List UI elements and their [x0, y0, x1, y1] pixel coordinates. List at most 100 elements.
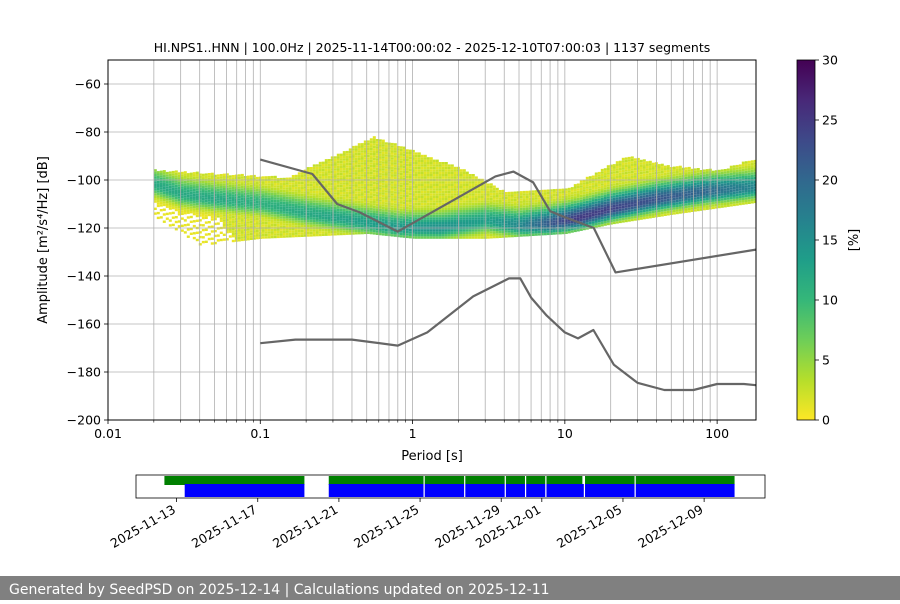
- heatmap-cell: [540, 199, 544, 202]
- heatmap-cell: [303, 169, 307, 172]
- heatmap-cell: [198, 211, 202, 215]
- heatmap-cell: [714, 206, 718, 209]
- heatmap-cell: [444, 200, 448, 203]
- heatmap-cell: [336, 192, 340, 195]
- heatmap-cell: [189, 199, 193, 202]
- heatmap-cell: [594, 191, 598, 195]
- heatmap-cell: [549, 189, 553, 192]
- heatmap-cell: [273, 226, 277, 229]
- heatmap-cell: [558, 198, 562, 201]
- heatmap-cell: [285, 204, 289, 207]
- heatmap-cell: [606, 182, 610, 185]
- heatmap-cell: [363, 142, 367, 146]
- heatmap-cell: [153, 174, 157, 177]
- heatmap-cell: [378, 216, 382, 219]
- heatmap-cell: [183, 173, 187, 176]
- heatmap-cell: [438, 202, 442, 206]
- heatmap-cell: [372, 227, 376, 230]
- heatmap-cell: [540, 233, 544, 236]
- heatmap-cell: [366, 147, 370, 150]
- heatmap-cell: [582, 218, 586, 221]
- heatmap-cell: [735, 186, 739, 189]
- heatmap-cell: [531, 200, 535, 203]
- heatmap-cell: [411, 169, 415, 172]
- heatmap-cell: [318, 185, 322, 189]
- heatmap-cell: [375, 215, 379, 219]
- heatmap-cell: [222, 212, 226, 215]
- heatmap-cell: [735, 191, 739, 194]
- heatmap-cell: [567, 199, 571, 203]
- heatmap-cell: [480, 202, 484, 206]
- heatmap-cell: [438, 224, 442, 227]
- heatmap-cell: [570, 230, 574, 233]
- heatmap-cell: [402, 233, 406, 236]
- heatmap-cell: [663, 172, 667, 176]
- heatmap-cell: [612, 166, 616, 169]
- heatmap-cell: [357, 186, 361, 189]
- heatmap-cell: [405, 228, 409, 231]
- heatmap-cell: [420, 231, 424, 234]
- heatmap-cell: [249, 204, 253, 207]
- heatmap-cell: [657, 195, 661, 198]
- heatmap-cell: [561, 188, 565, 191]
- heatmap-cell: [300, 201, 304, 204]
- heatmap-cell: [162, 182, 166, 185]
- heatmap-cell: [342, 170, 346, 173]
- heatmap-cell: [165, 217, 169, 220]
- heatmap-cell: [693, 202, 697, 205]
- heatmap-cell: [552, 225, 556, 228]
- heatmap-cell: [450, 236, 454, 239]
- heatmap-cell: [285, 182, 289, 185]
- heatmap-cell: [366, 219, 370, 222]
- heatmap-cell: [345, 227, 349, 231]
- heatmap-cell: [447, 195, 451, 198]
- heatmap-cell: [171, 211, 175, 215]
- heatmap-cell: [462, 224, 466, 227]
- heatmap-cell: [528, 224, 532, 227]
- heatmap-cell: [444, 214, 448, 218]
- heatmap-cell: [279, 230, 283, 234]
- heatmap-cell: [579, 192, 583, 195]
- heatmap-cell: [711, 201, 715, 205]
- heatmap-cell: [303, 181, 307, 184]
- heatmap-cell: [321, 180, 325, 184]
- heatmap-cell: [288, 227, 292, 231]
- heatmap-cell: [510, 232, 514, 235]
- heatmap-cell: [603, 201, 607, 205]
- heatmap-cell: [615, 170, 619, 174]
- heatmap-cell: [156, 192, 160, 196]
- heatmap-cell: [540, 211, 544, 214]
- heatmap-cell: [354, 212, 358, 216]
- heatmap-cell: [279, 228, 283, 231]
- heatmap-cell: [174, 189, 178, 192]
- heatmap-cell: [294, 198, 298, 202]
- heatmap-cell: [276, 216, 280, 219]
- heatmap-cell: [384, 199, 388, 203]
- heatmap-cell: [231, 203, 235, 207]
- heatmap-cell: [666, 165, 670, 168]
- heatmap-cell: [360, 217, 364, 220]
- heatmap-cell: [333, 194, 337, 198]
- heatmap-cell: [450, 188, 454, 191]
- heatmap-cell: [591, 194, 595, 198]
- heatmap-cell: [459, 183, 463, 186]
- heatmap-cell: [432, 181, 436, 184]
- heatmap-cell: [495, 195, 499, 198]
- heatmap-cell: [468, 210, 472, 213]
- heatmap-cell: [198, 214, 202, 217]
- heatmap-cell: [405, 151, 409, 155]
- heatmap-cell: [432, 224, 436, 227]
- heatmap-cell: [495, 207, 499, 210]
- heatmap-cell: [468, 214, 472, 218]
- heatmap-cell: [228, 216, 232, 219]
- heatmap-cell: [213, 215, 217, 218]
- heatmap-cell: [405, 233, 409, 236]
- heatmap-cell: [207, 189, 211, 193]
- heatmap-cell: [288, 203, 292, 207]
- heatmap-cell: [351, 196, 355, 199]
- heatmap-cell: [207, 221, 211, 224]
- heatmap-cell: [639, 171, 643, 175]
- heatmap-cell: [465, 229, 469, 232]
- heatmap-cell: [408, 156, 412, 160]
- heatmap-cell: [474, 214, 478, 218]
